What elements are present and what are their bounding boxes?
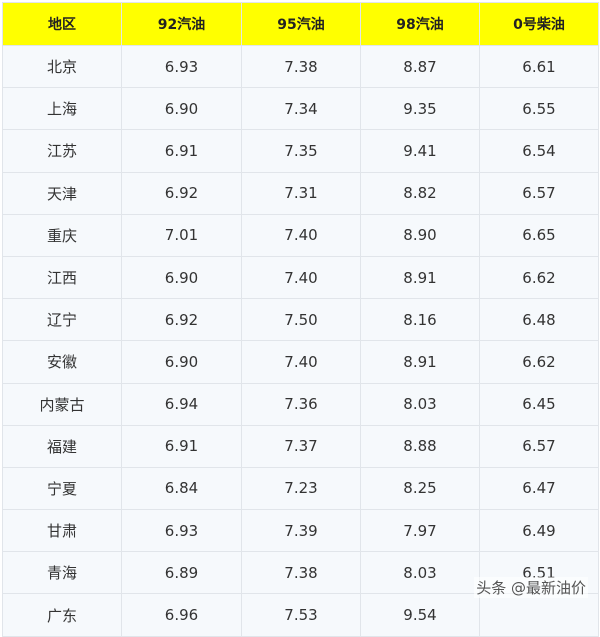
cell-98: 7.97 <box>360 509 480 553</box>
cell-98: 9.54 <box>360 593 480 637</box>
table-row: 北京 6.93 7.38 8.87 6.61 <box>2 44 599 89</box>
table-row: 内蒙古 6.94 7.36 8.03 6.45 <box>2 382 599 426</box>
cell-diesel: 6.47 <box>479 466 599 511</box>
cell-region: 福建 <box>2 424 122 468</box>
cell-region: 内蒙古 <box>2 382 122 426</box>
table-row: 辽宁 6.92 7.50 8.16 6.48 <box>2 298 599 342</box>
cell-95: 7.40 <box>241 255 361 300</box>
cell-region: 上海 <box>2 87 122 131</box>
cell-diesel <box>479 593 599 637</box>
cell-region: 北京 <box>2 44 122 89</box>
cell-95: 7.38 <box>241 551 361 595</box>
table-row: 甘肃 6.93 7.39 7.97 6.49 <box>2 509 599 553</box>
table-row: 天津 6.92 7.31 8.82 6.57 <box>2 171 599 215</box>
cell-98: 8.91 <box>360 255 480 300</box>
header-diesel: 0号柴油 <box>479 2 599 46</box>
header-95: 95汽油 <box>241 2 361 46</box>
cell-95: 7.53 <box>241 593 361 637</box>
cell-95: 7.23 <box>241 466 361 511</box>
cell-98: 8.25 <box>360 466 480 511</box>
cell-92: 6.91 <box>121 424 242 468</box>
cell-92: 6.92 <box>121 298 242 342</box>
header-row: 地区 92汽油 95汽油 98汽油 0号柴油 <box>2 2 599 46</box>
cell-region: 宁夏 <box>2 466 122 511</box>
cell-diesel: 6.57 <box>479 424 599 468</box>
cell-92: 6.90 <box>121 87 242 131</box>
cell-95: 7.37 <box>241 424 361 468</box>
cell-98: 8.03 <box>360 551 480 595</box>
cell-diesel: 6.49 <box>479 509 599 553</box>
cell-region: 安徽 <box>2 340 122 384</box>
cell-diesel: 6.62 <box>479 255 599 300</box>
table-row: 福建 6.91 7.37 8.88 6.57 <box>2 424 599 468</box>
cell-region: 江苏 <box>2 129 122 173</box>
cell-region: 甘肃 <box>2 509 122 553</box>
cell-98: 8.87 <box>360 44 480 89</box>
cell-98: 8.16 <box>360 298 480 342</box>
cell-98: 8.91 <box>360 340 480 384</box>
cell-98: 8.82 <box>360 171 480 215</box>
cell-92: 6.91 <box>121 129 242 173</box>
cell-98: 8.90 <box>360 213 480 257</box>
cell-95: 7.35 <box>241 129 361 173</box>
table-row: 广东 6.96 7.53 9.54 <box>2 593 599 637</box>
cell-92: 7.01 <box>121 213 242 257</box>
table-row: 江西 6.90 7.40 8.91 6.62 <box>2 255 599 300</box>
cell-region: 天津 <box>2 171 122 215</box>
cell-98: 9.41 <box>360 129 480 173</box>
header-98: 98汽油 <box>360 2 480 46</box>
cell-diesel: 6.65 <box>479 213 599 257</box>
cell-98: 9.35 <box>360 87 480 131</box>
cell-95: 7.40 <box>241 213 361 257</box>
cell-95: 7.40 <box>241 340 361 384</box>
cell-95: 7.31 <box>241 171 361 215</box>
table-row: 江苏 6.91 7.35 9.41 6.54 <box>2 129 599 173</box>
cell-diesel: 6.48 <box>479 298 599 342</box>
cell-diesel: 6.55 <box>479 87 599 131</box>
cell-diesel: 6.62 <box>479 340 599 384</box>
cell-92: 6.92 <box>121 171 242 215</box>
table-row: 上海 6.90 7.34 9.35 6.55 <box>2 87 599 131</box>
cell-92: 6.90 <box>121 255 242 300</box>
cell-region: 江西 <box>2 255 122 300</box>
cell-95: 7.50 <box>241 298 361 342</box>
cell-region: 广东 <box>2 593 122 637</box>
cell-95: 7.34 <box>241 87 361 131</box>
cell-region: 青海 <box>2 551 122 595</box>
table-row: 安徽 6.90 7.40 8.91 6.62 <box>2 340 599 384</box>
cell-92: 6.93 <box>121 509 242 553</box>
cell-95: 7.38 <box>241 44 361 89</box>
cell-diesel: 6.57 <box>479 171 599 215</box>
cell-92: 6.96 <box>121 593 242 637</box>
cell-diesel: 6.45 <box>479 382 599 426</box>
cell-92: 6.84 <box>121 466 242 511</box>
cell-98: 8.88 <box>360 424 480 468</box>
cell-92: 6.94 <box>121 382 242 426</box>
cell-95: 7.39 <box>241 509 361 553</box>
cell-region: 辽宁 <box>2 298 122 342</box>
cell-95: 7.36 <box>241 382 361 426</box>
cell-diesel: 6.54 <box>479 129 599 173</box>
cell-92: 6.93 <box>121 44 242 89</box>
table-row: 重庆 7.01 7.40 8.90 6.65 <box>2 213 599 257</box>
cell-region: 重庆 <box>2 213 122 257</box>
table-row: 宁夏 6.84 7.23 8.25 6.47 <box>2 466 599 511</box>
header-region: 地区 <box>2 2 122 46</box>
cell-diesel: 6.61 <box>479 44 599 89</box>
cell-92: 6.89 <box>121 551 242 595</box>
cell-92: 6.90 <box>121 340 242 384</box>
watermark: 头条 @最新油价 <box>474 577 588 598</box>
header-92: 92汽油 <box>121 2 242 46</box>
cell-98: 8.03 <box>360 382 480 426</box>
